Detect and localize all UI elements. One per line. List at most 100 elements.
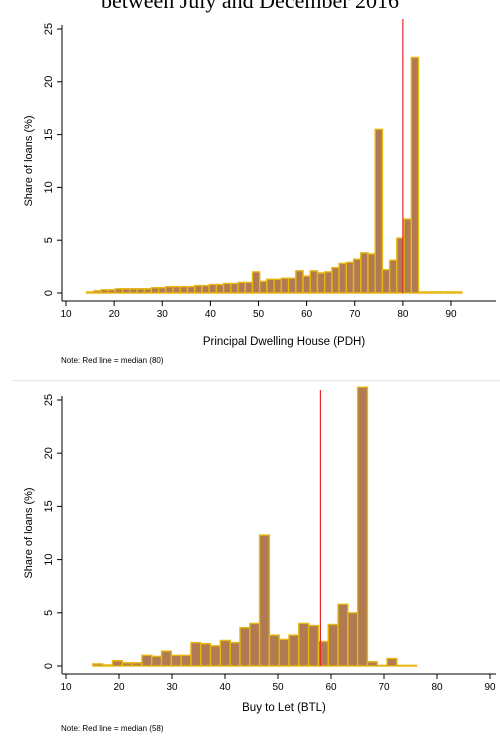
bar <box>417 291 427 294</box>
bar <box>249 622 261 667</box>
bar <box>432 291 441 294</box>
x-tick-label: 90 <box>484 682 496 693</box>
y-tick-label: 10 <box>43 181 55 193</box>
chart-note: Note: Red line = median (80) <box>61 356 164 365</box>
x-axis-label: Buy to Let (BTL) <box>242 702 326 714</box>
bar <box>107 289 117 294</box>
bar <box>307 624 320 667</box>
y-axis-label: Share of loans (%) <box>23 487 35 578</box>
x-tick-label: 40 <box>219 682 231 693</box>
x-tick-label: 10 <box>60 682 72 693</box>
bar <box>360 252 369 294</box>
bar <box>258 534 271 667</box>
bar <box>278 638 290 667</box>
y-tick-label: 20 <box>43 447 55 459</box>
x-tick-label: 70 <box>349 309 361 320</box>
bar <box>280 277 290 294</box>
x-tick-label: 50 <box>253 309 265 320</box>
bar <box>215 283 225 294</box>
bar <box>121 662 133 667</box>
bar <box>396 664 408 667</box>
x-tick-label: 20 <box>109 309 121 320</box>
bar <box>180 654 192 667</box>
bar <box>376 664 388 667</box>
bar <box>129 288 138 294</box>
bar <box>366 661 378 667</box>
chart-note: Note: Red line = median (58) <box>61 724 164 733</box>
y-tick-label: 5 <box>43 237 55 243</box>
y-tick-label: 15 <box>43 500 55 512</box>
bar <box>381 269 391 294</box>
y-tick-label: 20 <box>43 76 55 88</box>
x-tick-label: 10 <box>60 309 72 320</box>
x-tick-label: 80 <box>397 309 409 320</box>
bar <box>298 622 310 667</box>
x-tick-label: 70 <box>378 682 390 693</box>
bar <box>266 278 275 294</box>
y-tick-label: 25 <box>43 394 55 406</box>
bar <box>190 641 202 667</box>
bar <box>302 275 311 294</box>
y-tick-label: 10 <box>43 553 55 565</box>
bar <box>151 655 163 667</box>
bar <box>258 280 268 294</box>
bar <box>237 281 246 294</box>
bar <box>453 291 463 294</box>
bar <box>446 291 456 294</box>
bar <box>170 654 182 667</box>
bar <box>244 281 254 294</box>
bar <box>367 253 376 294</box>
bar <box>386 657 398 667</box>
x-tick-label: 30 <box>157 309 169 320</box>
bar <box>121 288 131 294</box>
bar <box>165 285 174 294</box>
bar <box>410 56 420 294</box>
bar <box>111 659 124 667</box>
bar <box>157 287 167 294</box>
y-tick-label: 0 <box>43 290 55 296</box>
histogram-pdh: 0 5 10 15 20 25 Share of loans (%) 10 20 30 40 50 60… <box>23 19 496 365</box>
bar <box>230 282 239 294</box>
y-tick-label: 25 <box>43 23 55 35</box>
bar <box>273 278 283 294</box>
bar <box>327 623 339 667</box>
bar <box>172 285 182 294</box>
bar <box>309 270 319 294</box>
bar <box>345 261 355 294</box>
bar <box>219 639 231 667</box>
y-axis-label: Share of loans (%) <box>23 115 35 206</box>
x-axis-label: Principal Dwelling House (PDH) <box>203 336 366 348</box>
bar <box>136 288 145 294</box>
bar <box>323 271 333 294</box>
x-tick-label: 30 <box>166 682 178 693</box>
bar <box>374 128 384 294</box>
y-tick-label: 5 <box>43 610 55 616</box>
bar <box>405 664 418 667</box>
bar <box>194 284 203 294</box>
bar <box>208 283 218 294</box>
x-tick-label: 60 <box>301 309 313 320</box>
bar <box>92 290 102 294</box>
bar <box>352 258 362 294</box>
bar <box>141 654 153 667</box>
bar <box>100 289 109 294</box>
bar <box>114 288 124 294</box>
bar <box>251 271 261 294</box>
bar <box>239 626 251 667</box>
bar <box>316 272 326 294</box>
x-tick-label: 80 <box>431 682 443 693</box>
bar <box>338 262 348 294</box>
bar <box>143 288 153 294</box>
bar <box>101 664 114 667</box>
page-title: between July and December 2016 <box>100 0 400 13</box>
bar <box>222 282 232 294</box>
bar <box>288 634 300 667</box>
x-tick-label: 90 <box>445 309 457 320</box>
y-tick-label: 15 <box>43 128 55 140</box>
bar <box>201 284 210 294</box>
bar <box>131 662 143 667</box>
x-tick-label: 40 <box>205 309 217 320</box>
bar <box>347 612 359 667</box>
chart-panel-btl: 0 5 10 15 20 25 Share of loans (%) 10 20 30 40 50 60… <box>12 380 500 741</box>
chart-panel-pdh: 0 5 10 15 20 25 Share of loans (%) 10 20 30 40 50 60… <box>12 13 500 373</box>
